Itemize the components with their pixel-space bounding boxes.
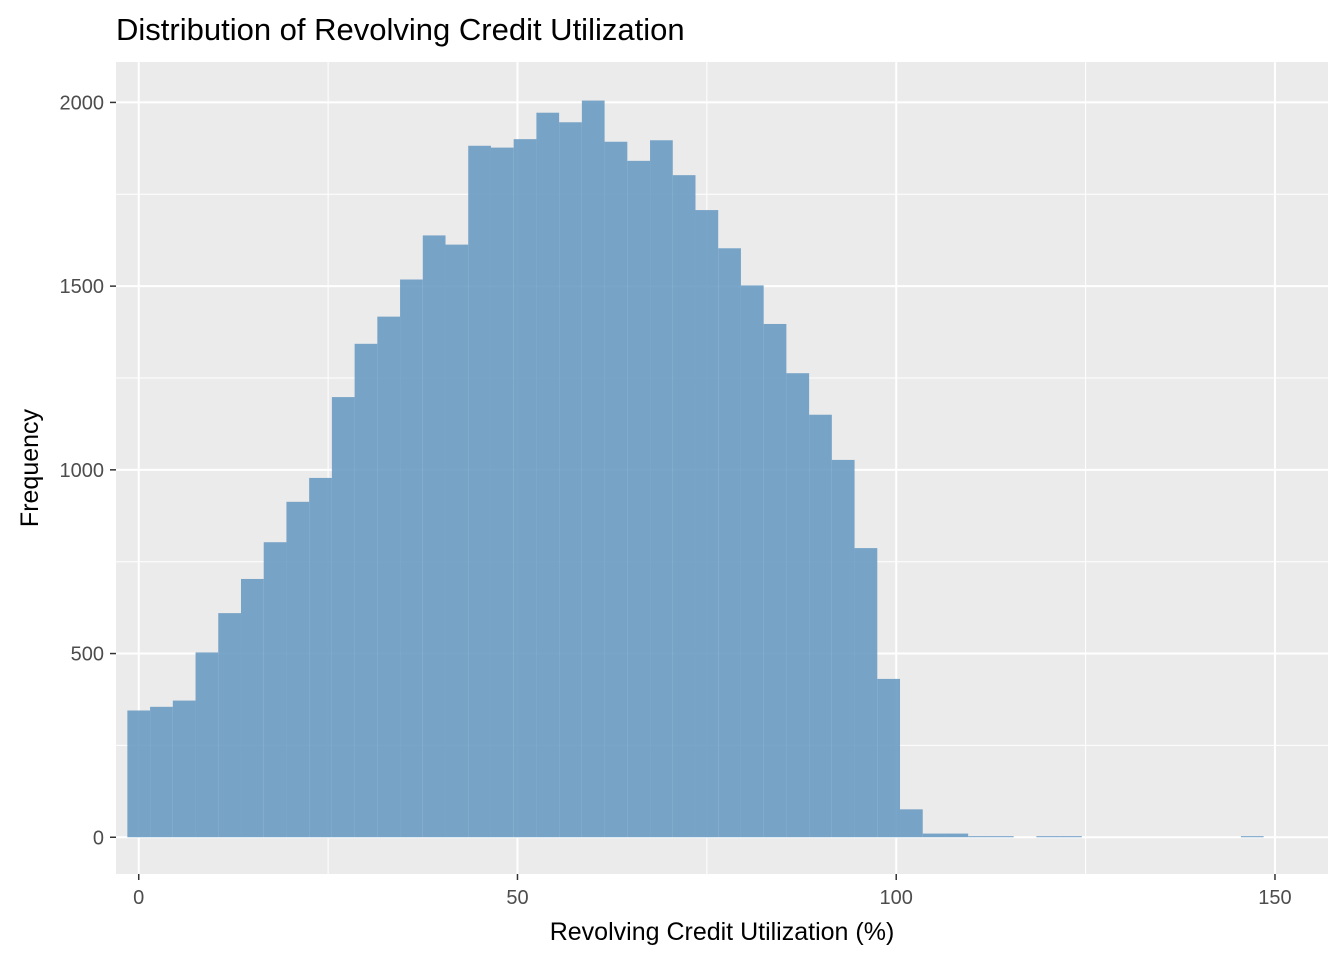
x-axis-title: Revolving Credit Utilization (%) — [550, 918, 895, 946]
histogram-bar — [195, 652, 219, 838]
histogram-bar — [150, 706, 173, 838]
histogram-bar — [672, 175, 696, 838]
histogram-bar — [1059, 836, 1082, 838]
histogram-bar — [127, 710, 151, 838]
histogram-bar — [172, 700, 196, 838]
histogram-bar — [877, 678, 901, 838]
histogram-bar — [240, 578, 264, 838]
histogram-bar — [490, 147, 514, 838]
histogram-bar — [763, 323, 787, 838]
histogram-bar — [990, 836, 1014, 838]
histogram-bar — [581, 100, 605, 838]
histogram-bar — [377, 316, 401, 838]
histogram-bar — [1240, 836, 1264, 838]
histogram-bar — [218, 613, 241, 838]
x-tick-label: 150 — [1258, 887, 1291, 909]
x-tick-label: 100 — [880, 887, 913, 909]
y-tick-label: 1500 — [60, 276, 105, 298]
histogram-bar — [513, 139, 537, 838]
y-axis-title: Frequency — [16, 408, 44, 527]
histogram-bar — [695, 210, 719, 838]
histogram-bar — [354, 343, 378, 838]
histogram-bar — [536, 112, 560, 838]
histogram-bar — [650, 140, 673, 838]
histogram-bar — [263, 542, 287, 838]
histogram-bar — [468, 145, 491, 838]
histogram-bar — [718, 248, 741, 838]
histogram-bar — [786, 373, 810, 838]
y-tick-label: 1000 — [60, 460, 105, 482]
histogram-bar — [740, 285, 764, 838]
histogram-bar — [309, 477, 332, 838]
histogram-bar — [445, 244, 469, 838]
y-tick-label: 500 — [71, 644, 104, 666]
histogram-bar — [627, 160, 651, 838]
histogram-bar — [809, 414, 832, 838]
axis-ticks — [110, 101, 1276, 880]
histogram-bar — [400, 279, 423, 838]
histogram-bar — [559, 122, 582, 838]
chart-title: Distribution of Revolving Credit Utiliza… — [116, 12, 685, 47]
x-tick-label: 0 — [133, 887, 144, 909]
y-tick-label: 2000 — [60, 92, 105, 114]
histogram-bar — [422, 235, 446, 838]
histogram-bar — [331, 397, 355, 838]
histogram-bars — [127, 100, 1264, 838]
x-tick-label: 50 — [506, 887, 528, 909]
histogram-bar — [900, 809, 923, 838]
histogram-bar — [922, 833, 946, 838]
histogram-bar — [604, 141, 628, 838]
histogram-bar — [1036, 836, 1060, 838]
histogram-bar — [286, 501, 310, 838]
histogram-bar — [968, 836, 991, 838]
histogram-bar — [945, 833, 969, 838]
histogram-bar — [831, 459, 855, 838]
y-tick-label: 0 — [93, 827, 104, 849]
histogram-bar — [854, 548, 878, 838]
